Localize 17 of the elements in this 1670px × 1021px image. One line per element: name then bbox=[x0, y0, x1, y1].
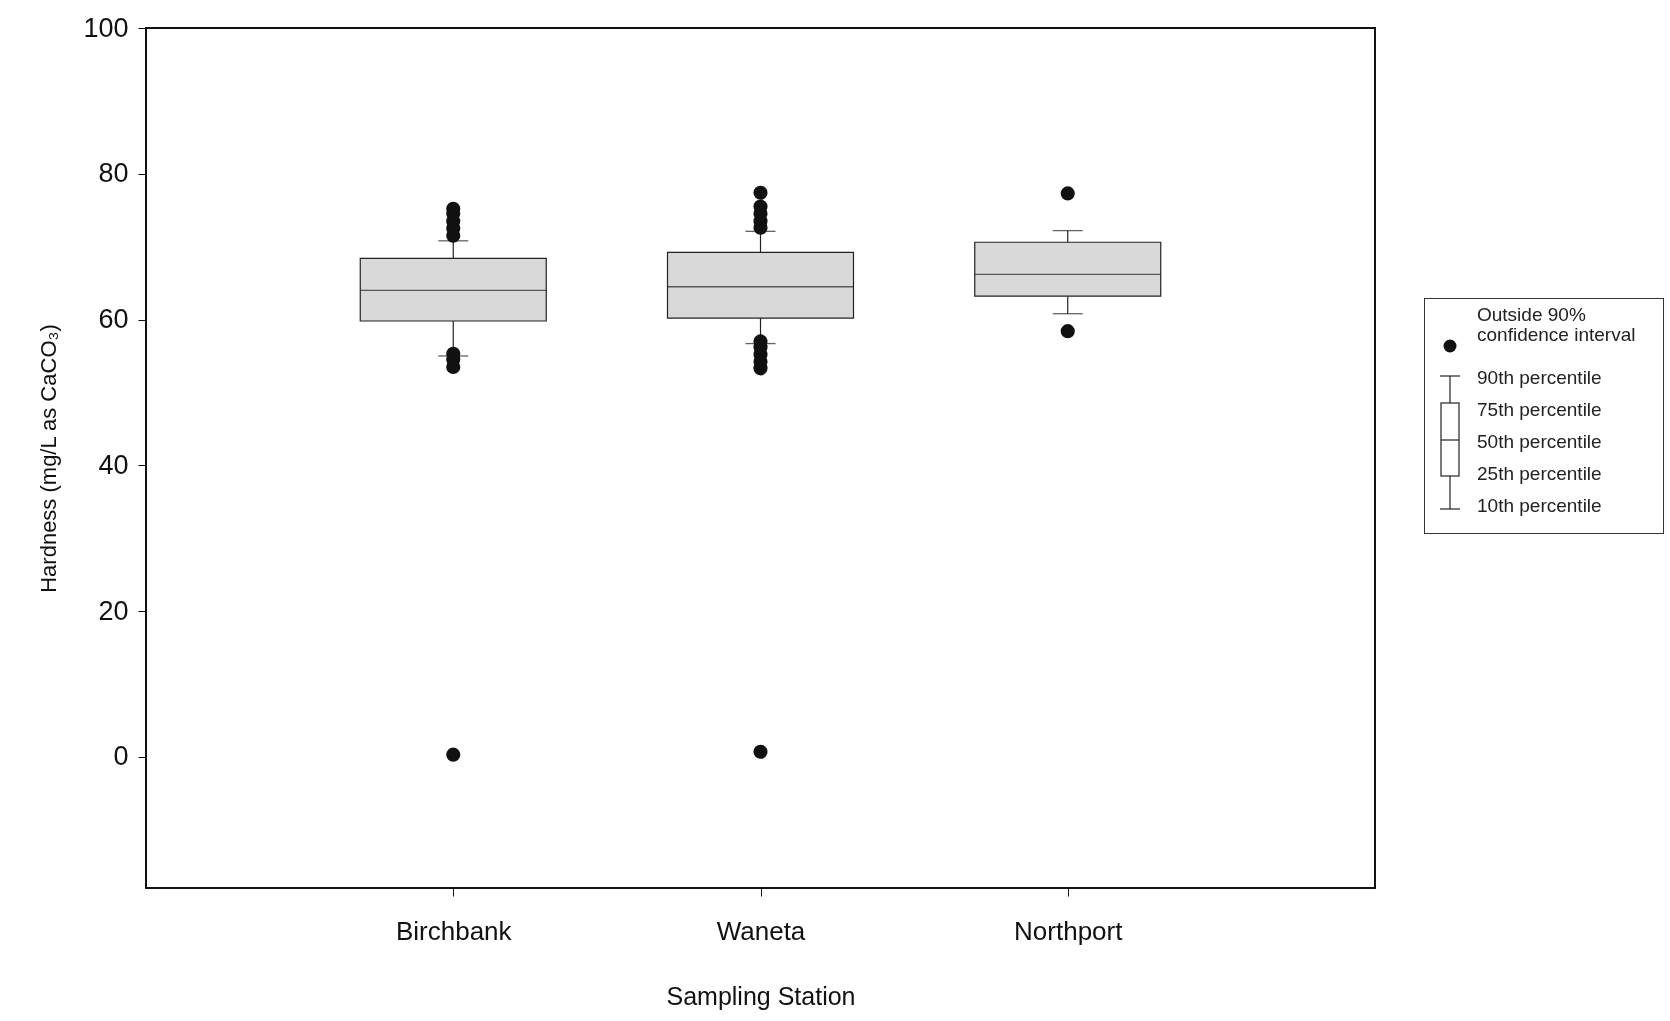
y-tick-label: 40 bbox=[98, 449, 129, 480]
x-tick-label: Northport bbox=[1014, 915, 1124, 946]
x-tick-label: Birchbank bbox=[395, 915, 513, 946]
y-axis-title: Hardness (mg/L as CaCO₃) bbox=[36, 324, 62, 593]
text: 90th percentile bbox=[1477, 367, 1602, 388]
text: 50th percentile bbox=[1477, 431, 1602, 452]
y-tick-label: 100 bbox=[83, 12, 129, 43]
x-axis-title: Sampling Station bbox=[666, 981, 856, 1010]
text: 25th percentile bbox=[1477, 463, 1602, 484]
text: Outside 90% confidence interval bbox=[1477, 304, 1636, 345]
y-tick-label: 0 bbox=[113, 741, 129, 772]
y-tick-label: 20 bbox=[98, 595, 129, 626]
y-tick-label: 60 bbox=[98, 304, 129, 335]
x-tick-label: Waneta bbox=[716, 915, 806, 946]
text: 10th percentile bbox=[1477, 495, 1602, 516]
text: 75th percentile bbox=[1477, 399, 1602, 420]
y-tick-label: 80 bbox=[98, 158, 129, 189]
